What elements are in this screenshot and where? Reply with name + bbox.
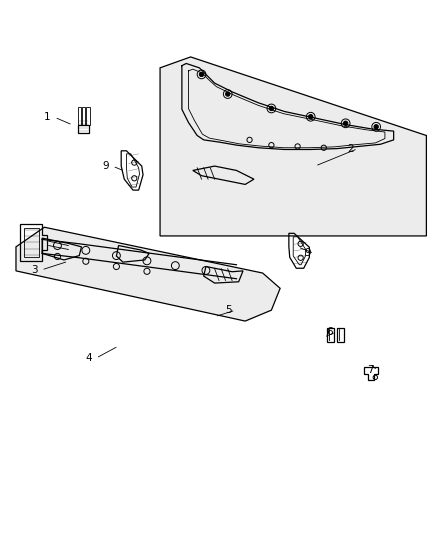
Text: 4: 4 bbox=[86, 353, 92, 363]
Polygon shape bbox=[16, 227, 280, 321]
Circle shape bbox=[269, 106, 274, 111]
Text: 9: 9 bbox=[304, 248, 311, 259]
Text: 2: 2 bbox=[348, 143, 354, 154]
Circle shape bbox=[226, 92, 230, 96]
Circle shape bbox=[199, 72, 204, 77]
Circle shape bbox=[374, 125, 378, 129]
Circle shape bbox=[308, 115, 313, 119]
Text: 1: 1 bbox=[44, 112, 51, 122]
Polygon shape bbox=[160, 57, 426, 236]
Text: 5: 5 bbox=[226, 305, 232, 315]
Text: 7: 7 bbox=[367, 366, 374, 375]
Text: 9: 9 bbox=[102, 161, 109, 171]
Circle shape bbox=[343, 121, 348, 125]
Text: 3: 3 bbox=[31, 265, 38, 275]
Text: 6: 6 bbox=[326, 327, 332, 337]
